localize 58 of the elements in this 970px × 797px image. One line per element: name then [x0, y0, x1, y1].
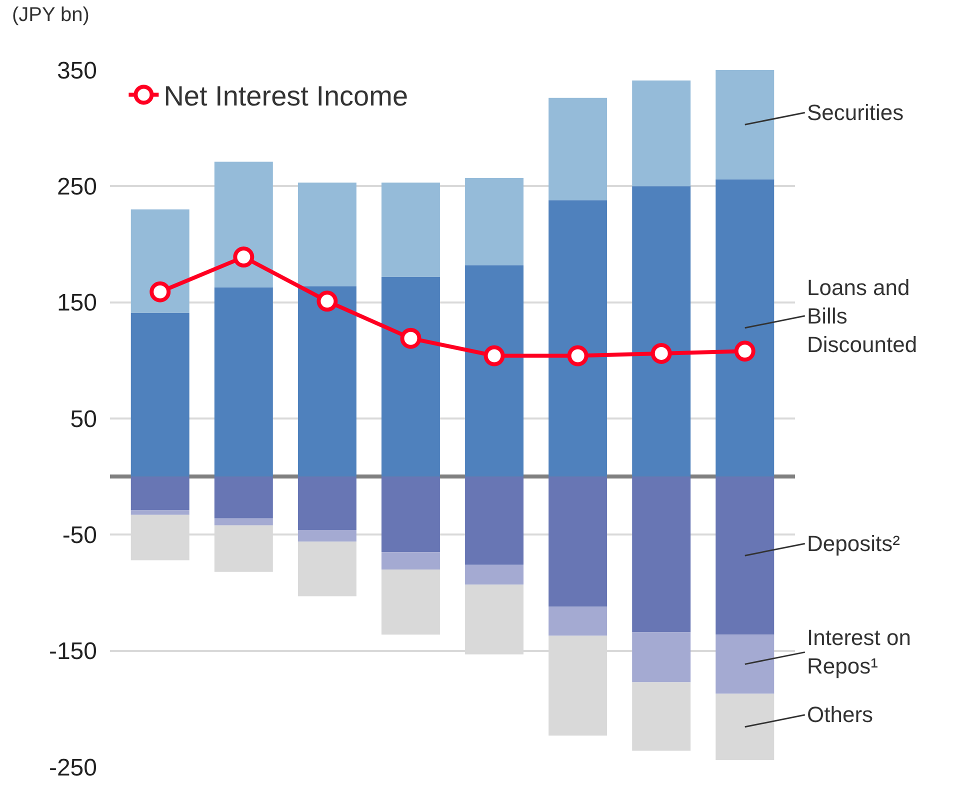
y-tick-label: 350 [56, 57, 97, 84]
bar [298, 476, 356, 530]
point [316, 290, 338, 312]
bar [214, 476, 273, 518]
bar [548, 476, 608, 607]
bar [632, 186, 691, 477]
bar [465, 564, 524, 585]
bar [716, 179, 774, 477]
series-label: Deposits² [807, 531, 900, 556]
point [400, 328, 422, 349]
point [650, 342, 672, 364]
series-label: Interest on Repos¹ [807, 625, 911, 679]
bar [465, 178, 524, 266]
bar [716, 694, 774, 760]
y-tick-label: -50 [62, 522, 97, 550]
point [734, 340, 756, 362]
bar [298, 182, 356, 286]
bar [548, 98, 608, 200]
bar [548, 200, 608, 477]
bar [214, 162, 273, 288]
bar [716, 634, 774, 694]
point [484, 345, 505, 366]
y-tick-label: -150 [48, 638, 97, 666]
point [150, 281, 171, 302]
series-label: Loans and Bills Discounted [807, 275, 918, 358]
bar [298, 542, 356, 596]
series-label: Securities [807, 100, 904, 125]
series-label: Others [807, 702, 874, 727]
bar [130, 476, 190, 510]
y-tick-label: -250 [48, 754, 97, 782]
bar [381, 276, 440, 477]
bar [716, 70, 774, 180]
bar [548, 606, 608, 636]
bar [214, 518, 273, 526]
bar [632, 476, 691, 632]
bar [130, 209, 190, 313]
bar [381, 476, 440, 552]
bar [130, 510, 190, 515]
bar [465, 476, 524, 565]
y-axis-title: (JPY bn) [12, 4, 90, 26]
bar [298, 530, 356, 542]
bar [632, 80, 691, 186]
bar [130, 312, 190, 477]
point [233, 246, 254, 268]
bar [716, 476, 774, 635]
legend-label: Net Interest Income [164, 80, 408, 112]
bar [632, 682, 691, 751]
bar [381, 570, 440, 635]
bar [465, 265, 524, 477]
bar [632, 632, 691, 682]
bar [214, 287, 273, 477]
point [567, 345, 588, 366]
y-tick-label: 150 [56, 290, 97, 317]
bar [298, 286, 356, 477]
y-tick-label: 250 [56, 174, 97, 201]
y-tick-label: 50 [70, 406, 97, 433]
bar [381, 552, 440, 570]
bar [381, 182, 440, 277]
